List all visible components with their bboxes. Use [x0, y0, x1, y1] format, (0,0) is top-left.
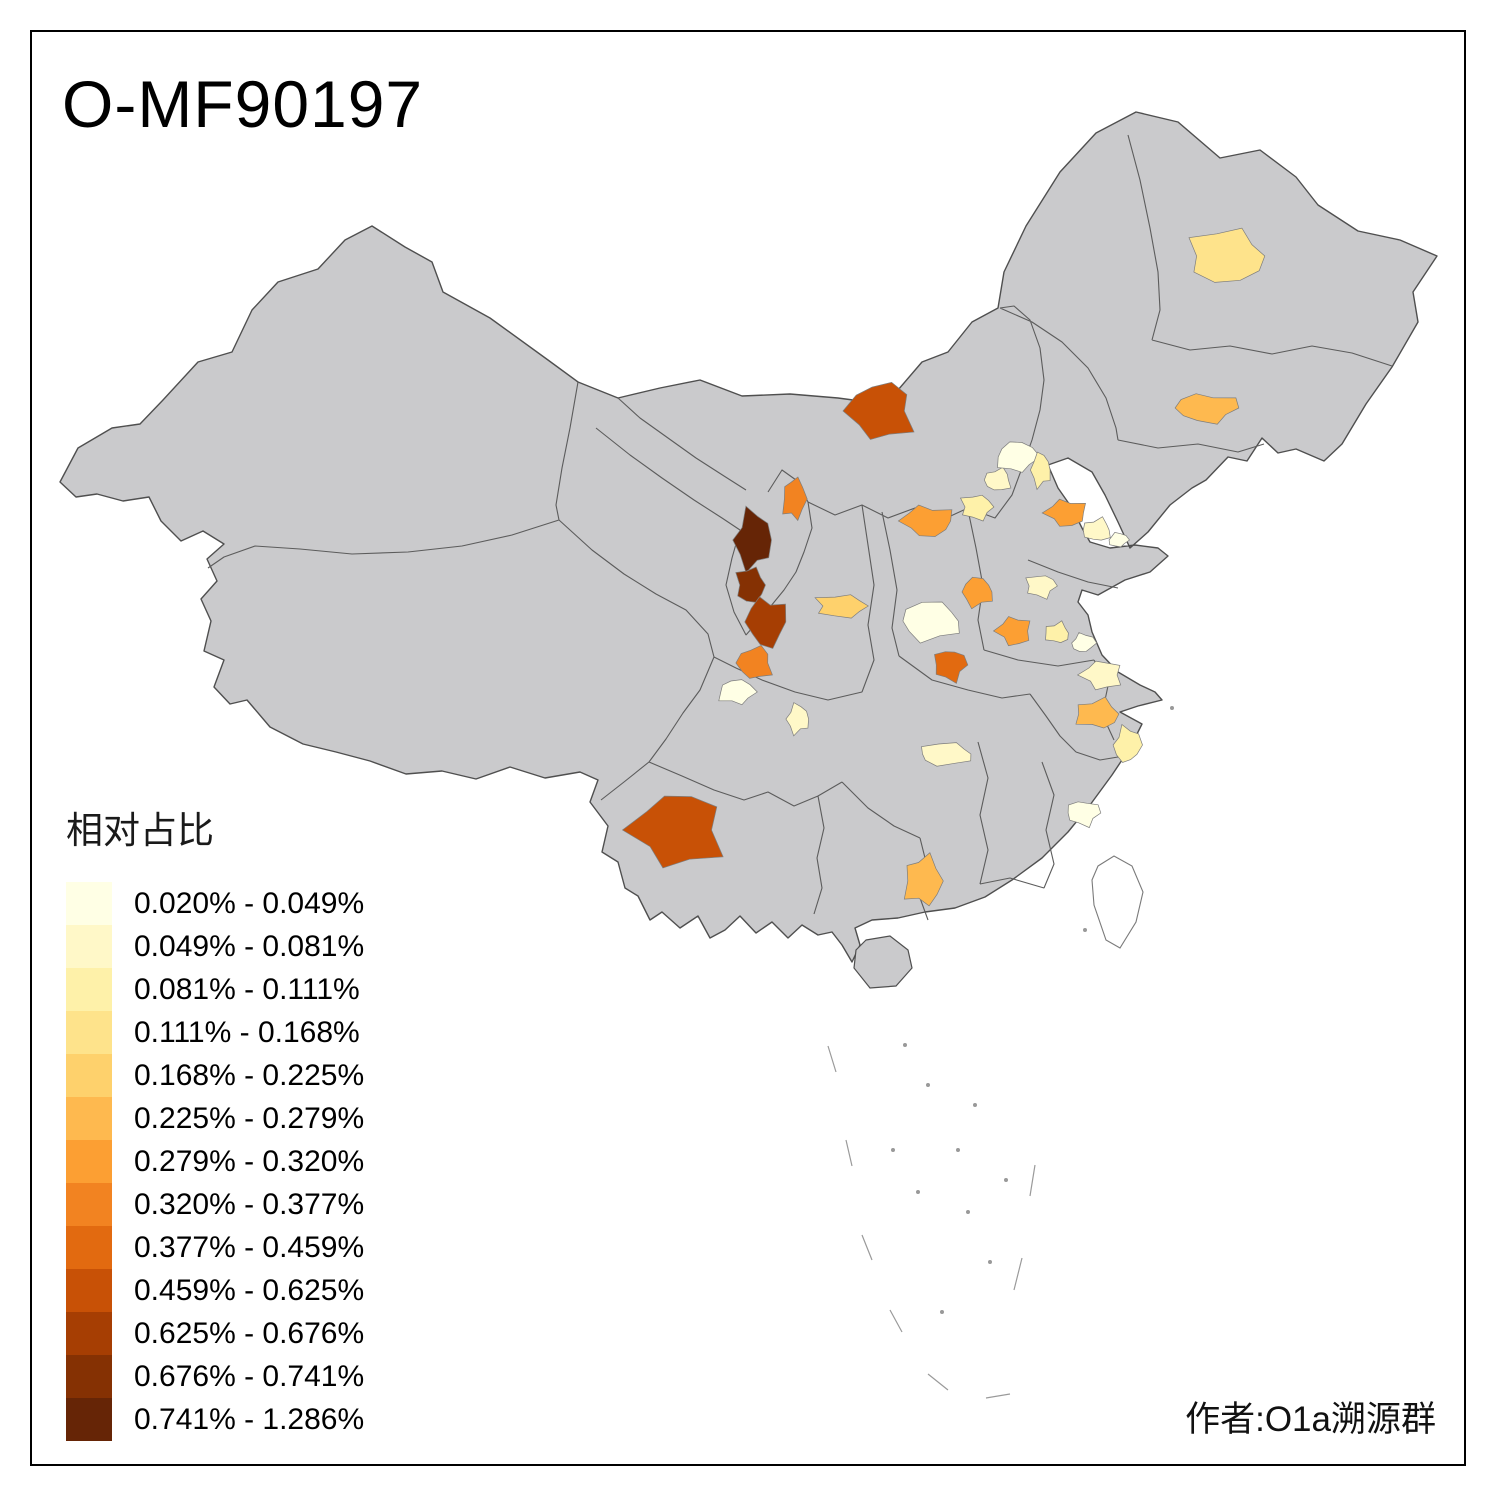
legend-swatch: [66, 1097, 112, 1140]
legend-label: 0.168% - 0.225%: [134, 1058, 365, 1092]
map-region-patch: [983, 466, 1012, 491]
legend-swatch: [66, 1269, 112, 1312]
map-region-patch: [785, 702, 809, 737]
legend-label: 0.320% - 0.377%: [134, 1187, 365, 1221]
map-region-patch: [718, 679, 758, 706]
legend-swatch: [66, 1312, 112, 1355]
legend-label: 0.279% - 0.320%: [134, 1144, 365, 1178]
map-region-patch: [997, 441, 1041, 473]
legend-row: 0.625% - 0.676%: [66, 1312, 364, 1355]
map-region-patch: [782, 476, 808, 522]
legend-label: 0.741% - 1.286%: [134, 1402, 365, 1436]
map-region-patch: [959, 494, 995, 522]
legend-row: 0.020% - 0.049%: [66, 882, 364, 925]
legend-row: 0.377% - 0.459%: [66, 1226, 364, 1269]
south-sea-islets: [891, 706, 1174, 1314]
legend-swatch: [66, 1226, 112, 1269]
map-region-patch: [1076, 660, 1122, 691]
map-region-patch: [1067, 801, 1102, 829]
map-region-patch: [992, 616, 1031, 647]
legend-row: 0.081% - 0.111%: [66, 968, 364, 1011]
map-region-patch: [732, 505, 772, 574]
legend-swatch: [66, 968, 112, 1011]
map-legend: 相对占比 0.020% - 0.049% 0.049% - 0.081% 0.081…: [66, 800, 364, 1441]
map-region-patch: [903, 852, 944, 907]
map-region-patch: [1082, 516, 1111, 541]
legend-label: 0.625% - 0.676%: [134, 1316, 365, 1350]
map-region-patch: [902, 601, 960, 644]
legend-row: 0.676% - 0.741%: [66, 1355, 364, 1398]
legend-row: 0.168% - 0.225%: [66, 1054, 364, 1097]
map-region-patch: [1174, 393, 1240, 425]
map-region-patch: [1112, 723, 1143, 763]
legend-swatch: [66, 1183, 112, 1226]
map-region-patch: [744, 596, 787, 649]
map-region-patch: [1025, 575, 1058, 600]
legend-swatch: [66, 1140, 112, 1183]
map-region-patch: [921, 742, 972, 767]
legend-swatch: [66, 1054, 112, 1097]
map-region-patch: [1188, 227, 1266, 283]
taiwan-island: [1091, 855, 1144, 949]
legend-row: 0.320% - 0.377%: [66, 1183, 364, 1226]
legend-rows: 0.020% - 0.049% 0.049% - 0.081% 0.081% - 0…: [66, 882, 364, 1441]
legend-swatch: [66, 1398, 112, 1441]
map-region-patch: [842, 382, 915, 440]
map-region-patch: [1030, 451, 1051, 491]
hainan-island: [853, 935, 913, 989]
legend-label: 0.676% - 0.741%: [134, 1359, 365, 1393]
legend-row: 0.111% - 0.168%: [66, 1011, 364, 1054]
legend-row: 0.459% - 0.625%: [66, 1269, 364, 1312]
page-title: O-MF90197: [62, 67, 424, 141]
legend-row: 0.741% - 1.286%: [66, 1398, 364, 1441]
legend-label: 0.225% - 0.279%: [134, 1101, 365, 1135]
legend-title: 相对占比: [66, 810, 214, 851]
map-region-patch: [1045, 620, 1069, 643]
legend-row: 0.279% - 0.320%: [66, 1140, 364, 1183]
legend-label: 0.020% - 0.049%: [134, 886, 365, 920]
map-region-patch: [1108, 532, 1131, 548]
nine-dash-line: [827, 1045, 1036, 1399]
map-region-patch: [735, 644, 773, 679]
legend-label: 0.377% - 0.459%: [134, 1230, 365, 1264]
map-patches: [621, 227, 1266, 907]
legend-row: 0.049% - 0.081%: [66, 925, 364, 968]
map-region-patch: [1075, 696, 1120, 729]
legend-label: 0.459% - 0.625%: [134, 1273, 365, 1307]
legend-label: 0.049% - 0.081%: [134, 929, 365, 963]
legend-swatch: [66, 882, 112, 925]
map-region-patch: [897, 504, 953, 537]
legend-swatch: [66, 1355, 112, 1398]
map-region-patch: [934, 651, 969, 684]
legend-swatch: [66, 1011, 112, 1054]
map-region-patch: [814, 594, 869, 619]
map-region-patch: [1071, 632, 1098, 652]
legend-label: 0.081% - 0.111%: [134, 972, 360, 1006]
legend-row: 0.225% - 0.279%: [66, 1097, 364, 1140]
legend-label: 0.111% - 0.168%: [134, 1015, 360, 1049]
map-region-patch: [1041, 498, 1086, 527]
map-region-patch: [961, 576, 993, 610]
map-region-patch: [621, 795, 724, 869]
author-credit: 作者:O1a溯源群: [1185, 1400, 1436, 1439]
legend-swatch: [66, 925, 112, 968]
